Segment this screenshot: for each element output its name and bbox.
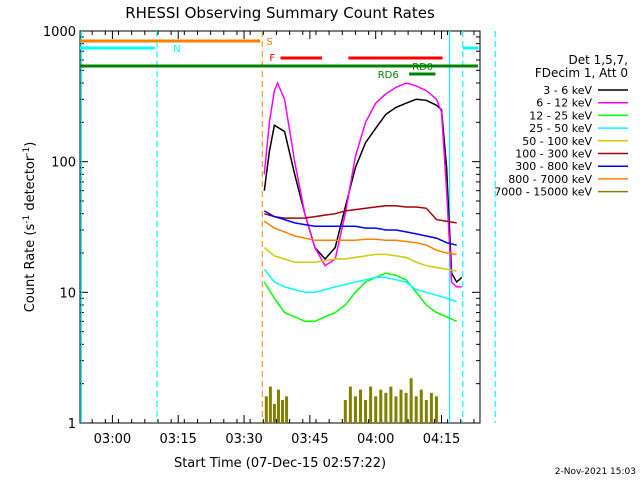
plot-frame (79, 30, 481, 424)
legend-label: 7000 - 15000 keV (494, 186, 592, 199)
series-6-12-kev-line (263, 81, 462, 288)
x-tick-label: 04:00 (357, 432, 394, 447)
legend-label: 800 - 7000 keV (508, 173, 592, 186)
x-tick-label: 03:45 (291, 432, 328, 447)
x-tick-label: 04:15 (423, 432, 460, 447)
series-800-7000-kev-line (263, 220, 457, 256)
y-tick-label: 100 (51, 156, 76, 171)
rd0-label: RD0 (412, 62, 433, 73)
series-25-50-kev-line (263, 268, 457, 303)
y-label-part-4: ) (23, 142, 38, 147)
legend-label: 300 - 800 keV (515, 160, 592, 173)
x-axis-label: Start Time (07-Dec-15 02:57:22) (174, 456, 386, 471)
y-tick-label: 1 (68, 417, 76, 432)
legend-label: 25 - 50 keV (529, 122, 592, 135)
x-tick-label: 03:15 (159, 432, 196, 447)
legend-label: 100 - 300 keV (515, 148, 592, 161)
y-tick-label: 1000 (43, 25, 76, 40)
series-50-100-kev-line (263, 247, 457, 272)
y-label-part-3: -1 (22, 147, 32, 156)
legend-header-line-2: FDecim 1, Att 0 (535, 66, 628, 80)
legend-label: 12 - 25 keV (529, 109, 592, 122)
rd6-label: RD6 (378, 70, 399, 81)
legend-label: 6 - 12 keV (536, 97, 592, 110)
series-300-800-kev-line (263, 210, 457, 246)
legend-label: 50 - 100 keV (522, 135, 592, 148)
flare-bar-label: F (269, 53, 275, 64)
x-tick-label: 03:00 (94, 432, 131, 447)
y-label-part-2: detector (23, 155, 38, 215)
y-label-part-1: -1 (22, 215, 32, 224)
y-tick-label: 10 (59, 286, 76, 301)
saa-bar-label: S (266, 37, 272, 48)
series-12-25-kev-line (263, 272, 458, 323)
y-axis-label: Count Rate (s-1 detector-1) (22, 142, 38, 313)
night-bar-label: N (173, 44, 180, 55)
legend-header-line-1: Det 1,5,7, (569, 53, 629, 67)
x-tick-label: 03:30 (225, 432, 262, 447)
plot-contents: 1 10 100 1000 03:00 03:15 03:30 03:45 04:00 04:15… (43, 25, 496, 447)
y-label-part-0: Count Rate (s (23, 224, 38, 313)
legend-label: 3 - 6 keV (543, 84, 592, 97)
series-100-300-kev-line (264, 204, 457, 224)
chart-title: RHESSI Observing Summary Count Rates (125, 4, 435, 22)
footer-timestamp: 2-Nov-2021 15:03 (555, 467, 636, 477)
